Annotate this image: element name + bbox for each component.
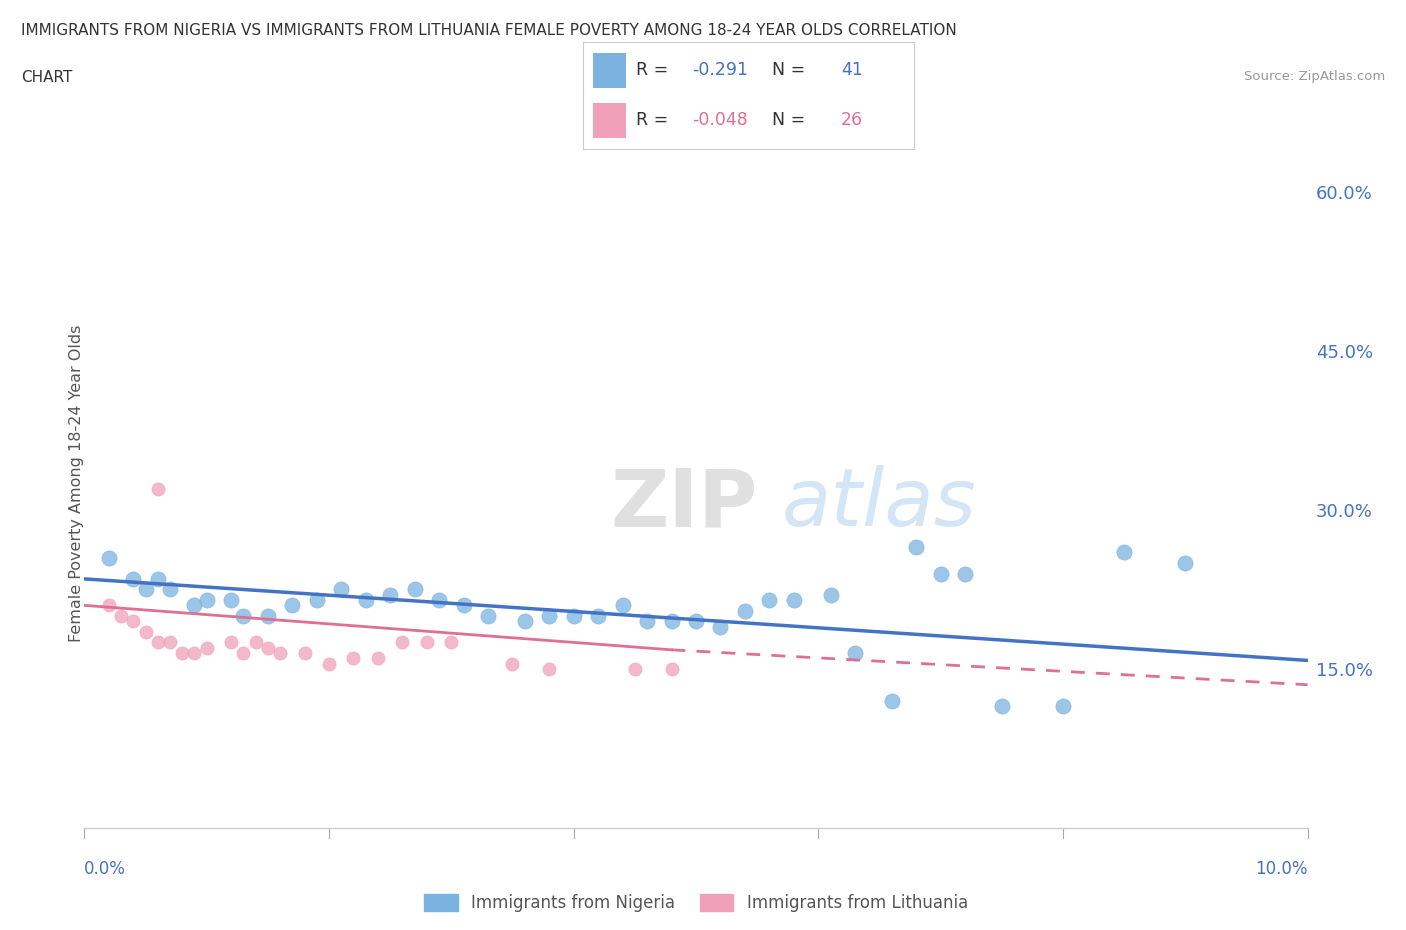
Point [318, 657, 340, 671]
Point [146, 571, 169, 586]
Point [453, 598, 475, 613]
Point [538, 608, 561, 623]
Point [783, 592, 806, 607]
Point [758, 592, 780, 607]
Point [159, 635, 181, 650]
Point [661, 661, 683, 676]
Point [135, 624, 157, 639]
Point [110, 608, 132, 623]
Point [219, 635, 242, 650]
Point [685, 614, 707, 629]
Text: 26: 26 [841, 111, 863, 129]
Point [367, 651, 389, 666]
Point [183, 598, 205, 613]
Point [269, 645, 291, 660]
Point [232, 608, 254, 623]
Point [929, 566, 952, 581]
Point [305, 592, 328, 607]
Point [146, 482, 169, 497]
Text: 10.0%: 10.0% [1256, 860, 1308, 878]
Point [1114, 545, 1136, 560]
Point [734, 604, 756, 618]
Point [427, 592, 450, 607]
Point [612, 598, 634, 613]
Text: N =: N = [772, 111, 811, 129]
Point [661, 614, 683, 629]
Point [953, 566, 976, 581]
Point [880, 693, 903, 708]
Point [391, 635, 413, 650]
Text: N =: N = [772, 60, 811, 79]
Point [709, 619, 731, 634]
Point [477, 608, 499, 623]
Bar [593, 103, 627, 139]
Point [146, 635, 169, 650]
Point [97, 598, 120, 613]
Point [404, 582, 426, 597]
Bar [593, 53, 627, 87]
Point [562, 608, 585, 623]
Point [502, 657, 524, 671]
Point [586, 608, 609, 623]
Point [195, 592, 218, 607]
Text: R =: R = [637, 60, 673, 79]
Point [844, 645, 866, 660]
Point [294, 645, 316, 660]
Point [624, 661, 647, 676]
Point [245, 635, 267, 650]
Point [257, 640, 280, 655]
Text: R =: R = [637, 111, 673, 129]
Text: atlas: atlas [782, 465, 976, 543]
Y-axis label: Female Poverty Among 18-24 Year Olds: Female Poverty Among 18-24 Year Olds [69, 325, 83, 643]
Point [416, 635, 439, 650]
Point [354, 592, 377, 607]
Text: ZIP: ZIP [610, 465, 758, 543]
Point [538, 661, 561, 676]
Point [122, 571, 145, 586]
Point [195, 640, 218, 655]
Point [122, 614, 145, 629]
Text: -0.048: -0.048 [693, 111, 748, 129]
Text: -0.291: -0.291 [693, 60, 748, 79]
Point [232, 645, 254, 660]
Point [330, 582, 353, 597]
Point [219, 592, 242, 607]
Point [281, 598, 304, 613]
Point [159, 582, 181, 597]
Text: CHART: CHART [21, 70, 73, 85]
Point [183, 645, 205, 660]
Point [172, 645, 194, 660]
Text: 41: 41 [841, 60, 863, 79]
Point [135, 582, 157, 597]
Point [1174, 555, 1197, 570]
Point [97, 551, 120, 565]
Point [820, 588, 842, 603]
Point [380, 588, 402, 603]
Legend: Immigrants from Nigeria, Immigrants from Lithuania: Immigrants from Nigeria, Immigrants from… [425, 894, 967, 912]
Text: Source: ZipAtlas.com: Source: ZipAtlas.com [1244, 70, 1385, 83]
Point [905, 539, 928, 554]
Point [991, 698, 1014, 713]
Point [257, 608, 280, 623]
Point [636, 614, 658, 629]
Text: IMMIGRANTS FROM NIGERIA VS IMMIGRANTS FROM LITHUANIA FEMALE POVERTY AMONG 18-24 : IMMIGRANTS FROM NIGERIA VS IMMIGRANTS FR… [21, 23, 957, 38]
Point [342, 651, 364, 666]
Point [440, 635, 463, 650]
Point [513, 614, 536, 629]
Point [1052, 698, 1074, 713]
Text: 0.0%: 0.0% [84, 860, 127, 878]
